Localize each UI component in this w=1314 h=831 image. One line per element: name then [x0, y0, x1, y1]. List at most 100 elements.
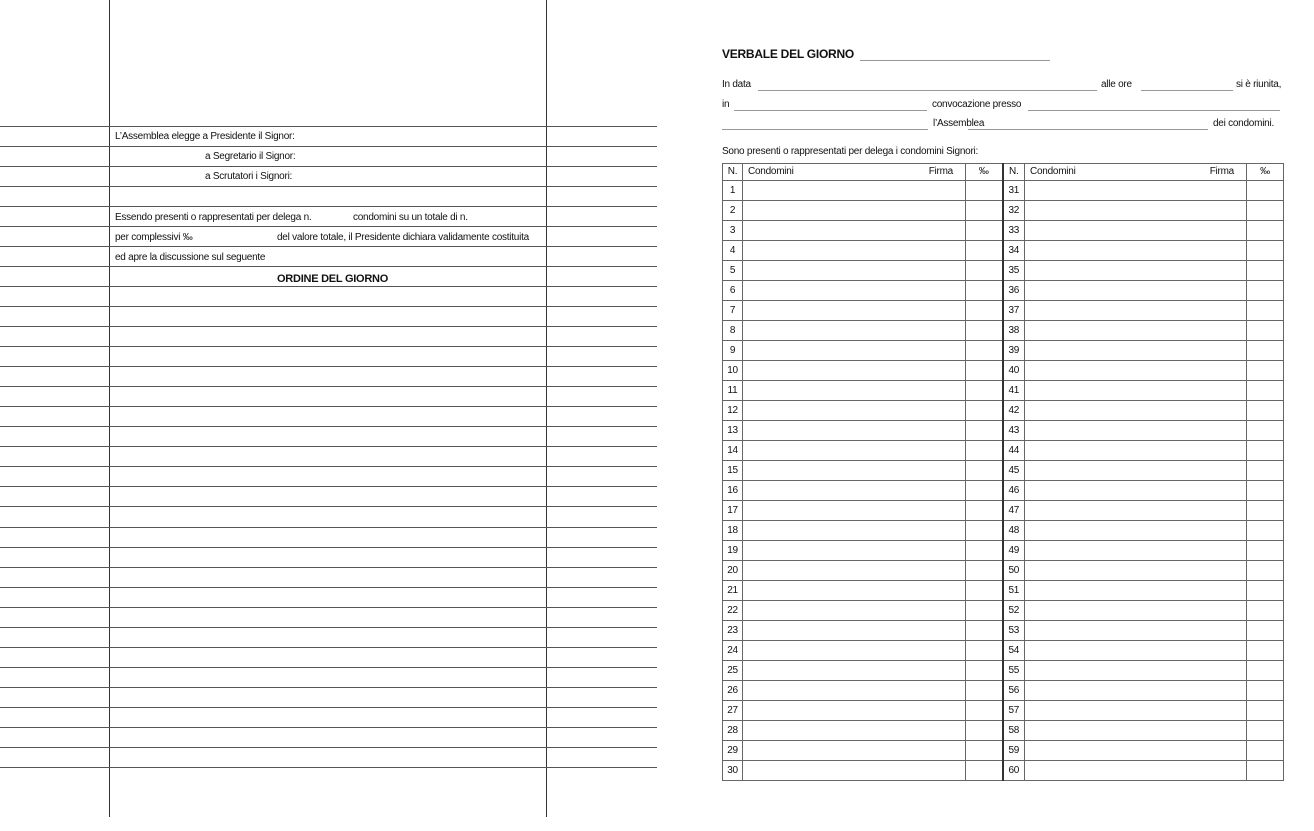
condomino-name-cell[interactable] — [742, 360, 888, 381]
signature-cell[interactable] — [887, 660, 966, 681]
signature-cell[interactable] — [887, 200, 966, 221]
condomino-name-cell[interactable] — [1024, 240, 1169, 261]
condomino-name-cell[interactable] — [1024, 600, 1169, 621]
condomino-name-cell[interactable] — [742, 200, 888, 221]
signature-cell[interactable] — [887, 640, 966, 661]
condomino-name-cell[interactable] — [1024, 660, 1169, 681]
permille-cell[interactable] — [1246, 480, 1284, 501]
condomino-name-cell[interactable] — [1024, 640, 1169, 661]
condomino-name-cell[interactable] — [1024, 720, 1169, 741]
signature-cell[interactable] — [1168, 660, 1247, 681]
signature-cell[interactable] — [1168, 200, 1247, 221]
permille-cell[interactable] — [1246, 720, 1284, 741]
permille-cell[interactable] — [1246, 360, 1284, 381]
condomino-name-cell[interactable] — [742, 760, 888, 781]
condomino-name-cell[interactable] — [742, 320, 888, 341]
signature-cell[interactable] — [1168, 340, 1247, 361]
permille-cell[interactable] — [1246, 320, 1284, 341]
condomino-name-cell[interactable] — [742, 260, 888, 281]
condomino-name-cell[interactable] — [1024, 420, 1169, 441]
signature-cell[interactable] — [1168, 540, 1247, 561]
condomino-name-cell[interactable] — [1024, 620, 1169, 641]
permille-cell[interactable] — [965, 180, 1003, 201]
signature-cell[interactable] — [887, 340, 966, 361]
signature-cell[interactable] — [887, 620, 966, 641]
condomino-name-cell[interactable] — [1024, 500, 1169, 521]
condomino-name-cell[interactable] — [1024, 580, 1169, 601]
permille-cell[interactable] — [1246, 700, 1284, 721]
signature-cell[interactable] — [1168, 560, 1247, 581]
signature-cell[interactable] — [1168, 640, 1247, 661]
signature-cell[interactable] — [887, 380, 966, 401]
permille-cell[interactable] — [965, 720, 1003, 741]
condomino-name-cell[interactable] — [1024, 700, 1169, 721]
signature-cell[interactable] — [887, 460, 966, 481]
signature-cell[interactable] — [1168, 760, 1247, 781]
signature-cell[interactable] — [1168, 320, 1247, 341]
permille-cell[interactable] — [1246, 420, 1284, 441]
signature-cell[interactable] — [887, 680, 966, 701]
condomino-name-cell[interactable] — [742, 280, 888, 301]
condomino-name-cell[interactable] — [1024, 300, 1169, 321]
signature-cell[interactable] — [887, 700, 966, 721]
condomino-name-cell[interactable] — [1024, 320, 1169, 341]
signature-cell[interactable] — [1168, 500, 1247, 521]
signature-cell[interactable] — [887, 560, 966, 581]
permille-cell[interactable] — [1246, 760, 1284, 781]
permille-cell[interactable] — [965, 640, 1003, 661]
permille-cell[interactable] — [965, 600, 1003, 621]
signature-cell[interactable] — [887, 440, 966, 461]
permille-cell[interactable] — [965, 280, 1003, 301]
permille-cell[interactable] — [965, 760, 1003, 781]
permille-cell[interactable] — [965, 220, 1003, 241]
condomino-name-cell[interactable] — [1024, 200, 1169, 221]
condomino-name-cell[interactable] — [1024, 760, 1169, 781]
signature-cell[interactable] — [887, 320, 966, 341]
condomino-name-cell[interactable] — [742, 520, 888, 541]
condomino-name-cell[interactable] — [1024, 280, 1169, 301]
permille-cell[interactable] — [1246, 740, 1284, 761]
signature-cell[interactable] — [1168, 480, 1247, 501]
condomino-name-cell[interactable] — [1024, 360, 1169, 381]
permille-cell[interactable] — [1246, 220, 1284, 241]
permille-cell[interactable] — [965, 680, 1003, 701]
signature-cell[interactable] — [887, 220, 966, 241]
signature-cell[interactable] — [1168, 360, 1247, 381]
permille-cell[interactable] — [1246, 260, 1284, 281]
permille-cell[interactable] — [1246, 520, 1284, 541]
condomino-name-cell[interactable] — [742, 460, 888, 481]
permille-cell[interactable] — [965, 480, 1003, 501]
permille-cell[interactable] — [965, 660, 1003, 681]
condomino-name-cell[interactable] — [742, 700, 888, 721]
condomino-name-cell[interactable] — [742, 300, 888, 321]
permille-cell[interactable] — [965, 240, 1003, 261]
condomino-name-cell[interactable] — [1024, 260, 1169, 281]
signature-cell[interactable] — [887, 480, 966, 501]
permille-cell[interactable] — [965, 400, 1003, 421]
condomino-name-cell[interactable] — [742, 500, 888, 521]
permille-cell[interactable] — [965, 520, 1003, 541]
condomino-name-cell[interactable] — [742, 660, 888, 681]
permille-cell[interactable] — [1246, 240, 1284, 261]
signature-cell[interactable] — [1168, 600, 1247, 621]
condomino-name-cell[interactable] — [742, 400, 888, 421]
permille-cell[interactable] — [965, 700, 1003, 721]
condomino-name-cell[interactable] — [742, 340, 888, 361]
signature-cell[interactable] — [1168, 440, 1247, 461]
signature-cell[interactable] — [1168, 680, 1247, 701]
condomino-name-cell[interactable] — [742, 440, 888, 461]
condomino-name-cell[interactable] — [742, 220, 888, 241]
signature-cell[interactable] — [1168, 240, 1247, 261]
permille-cell[interactable] — [1246, 580, 1284, 601]
condomino-name-cell[interactable] — [1024, 560, 1169, 581]
condomino-name-cell[interactable] — [742, 540, 888, 561]
permille-cell[interactable] — [1246, 200, 1284, 221]
condomino-name-cell[interactable] — [1024, 680, 1169, 701]
condomino-name-cell[interactable] — [742, 380, 888, 401]
signature-cell[interactable] — [1168, 180, 1247, 201]
signature-cell[interactable] — [1168, 580, 1247, 601]
signature-cell[interactable] — [887, 600, 966, 621]
signature-cell[interactable] — [1168, 620, 1247, 641]
condomino-name-cell[interactable] — [1024, 380, 1169, 401]
signature-cell[interactable] — [887, 580, 966, 601]
